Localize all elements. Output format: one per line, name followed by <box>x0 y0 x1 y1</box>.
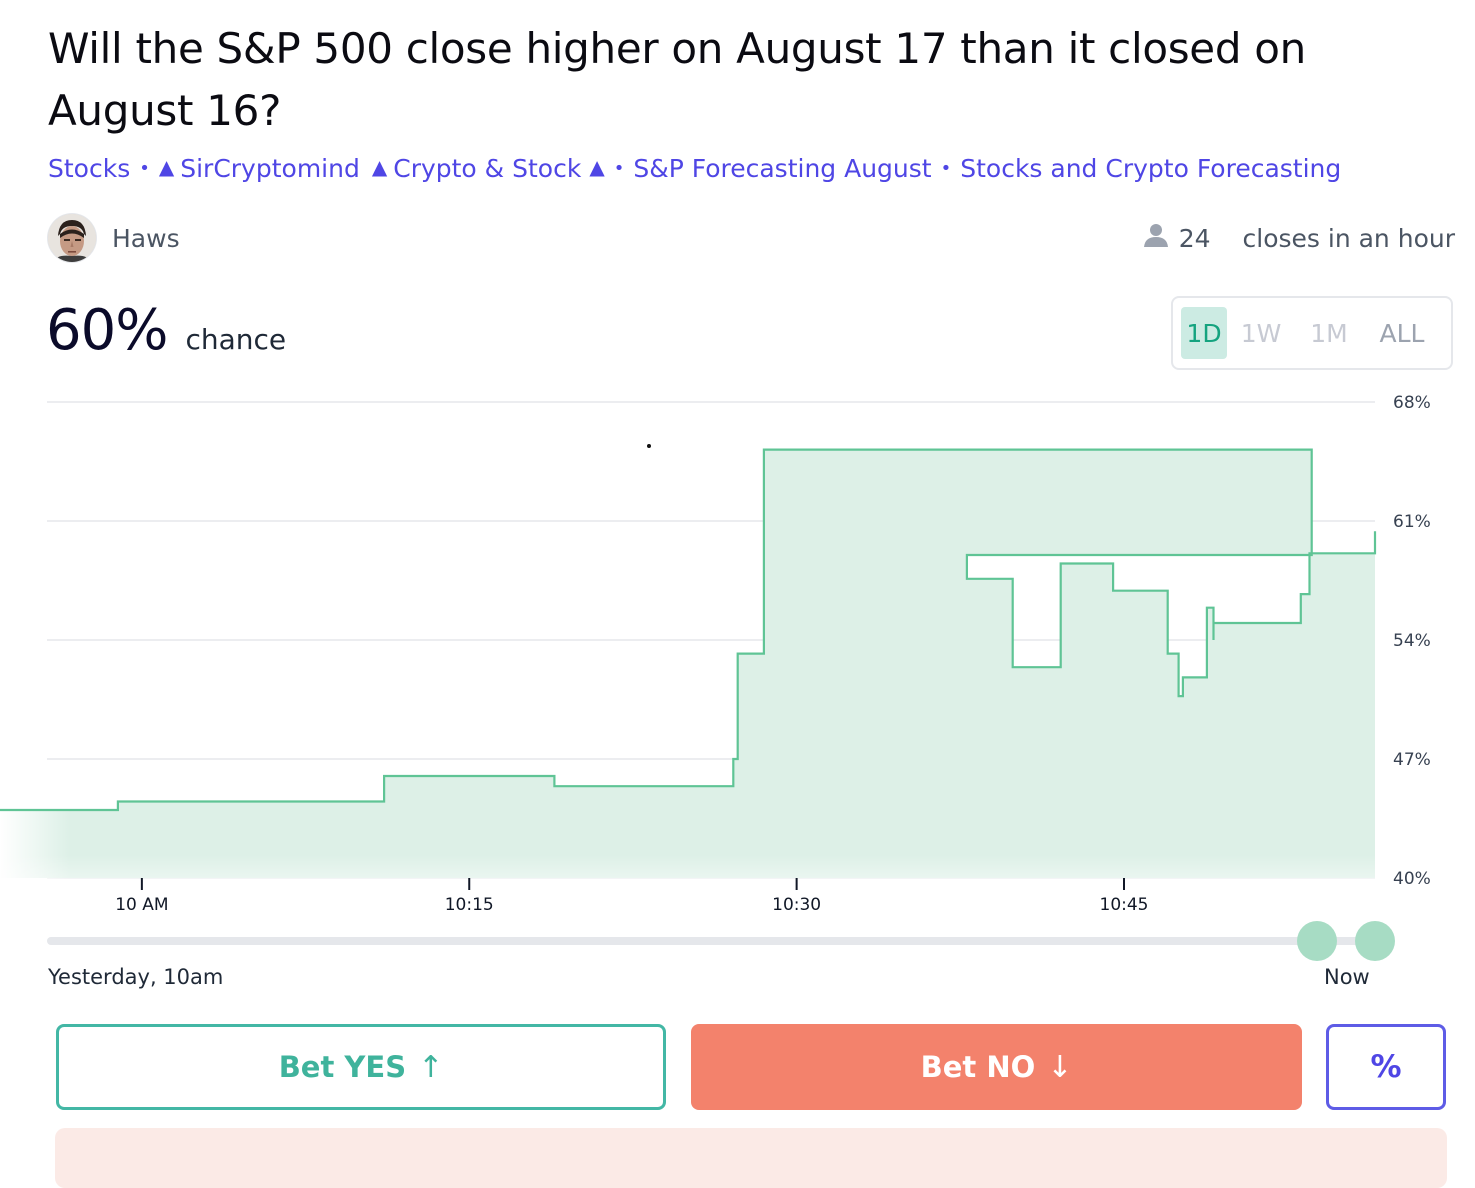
tag-sp-forecasting-august[interactable]: S&P Forecasting August <box>633 153 932 183</box>
x-tick-label: 10:45 <box>1100 895 1149 915</box>
tag-separator: • <box>613 157 625 179</box>
arrow-down-icon: ↓ <box>1047 1049 1073 1085</box>
chart-area <box>0 449 1375 878</box>
y-tick-label: 47% <box>1393 750 1431 770</box>
x-tick-label: 10:30 <box>772 895 821 915</box>
bet-no-button[interactable]: Bet NO ↓ <box>691 1024 1302 1110</box>
creator-name[interactable]: Haws <box>112 223 180 253</box>
bottom-panel <box>55 1128 1447 1188</box>
slider-handle-end[interactable] <box>1355 921 1395 961</box>
percent-toggle-button[interactable]: % <box>1326 1024 1446 1110</box>
triangle-icon: ▲ <box>589 155 605 179</box>
probability-display: 60% chance <box>46 298 286 363</box>
probability-label: chance <box>185 323 287 356</box>
y-tick-label: 61% <box>1393 512 1431 532</box>
trader-count: 24 <box>1178 223 1211 253</box>
time-range-selector: 1D 1W 1M ALL <box>1171 296 1453 370</box>
x-tick-label: 10 AM <box>115 895 168 915</box>
chart-svg[interactable]: 68% 61% 54% 47% 40% 10 AM 10:15 10:30 10:45 <box>0 385 1475 925</box>
range-1m[interactable]: 1M <box>1310 318 1348 348</box>
chart-line <box>0 448 1377 812</box>
tag-crypto-stock[interactable]: Crypto & Stock <box>393 153 582 183</box>
bet-yes-button[interactable]: Bet YES ↑ <box>56 1024 666 1110</box>
market-meta: 24 closes in an hour <box>1143 222 1455 254</box>
tag-separator: • <box>940 157 952 179</box>
close-time: closes in an hour <box>1242 223 1455 253</box>
tag-stocks[interactable]: Stocks <box>48 153 131 183</box>
tag-separator: • <box>139 157 150 179</box>
tag-list: Stocks • ▲ SirCryptomind ▲ Crypto & Stoc… <box>48 151 1341 185</box>
y-tick-label: 68% <box>1393 393 1431 413</box>
triangle-icon: ▲ <box>158 155 175 179</box>
time-slider-track[interactable] <box>47 937 1377 945</box>
slider-start-label: Yesterday, 10am <box>48 965 224 989</box>
probability-value: 60% <box>46 298 168 363</box>
avatar[interactable] <box>48 214 96 262</box>
user-icon <box>1143 222 1169 254</box>
chart-fade-bottom <box>0 855 1380 915</box>
y-tick-label: 54% <box>1393 631 1431 651</box>
range-1d[interactable]: 1D <box>1181 307 1227 359</box>
bet-no-label: Bet NO <box>920 1050 1036 1084</box>
stray-dot <box>647 444 651 448</box>
range-all[interactable]: ALL <box>1379 318 1425 348</box>
creator-info[interactable]: Haws <box>48 214 180 262</box>
tag-sircryptomind[interactable]: SirCryptomind <box>180 153 360 183</box>
arrow-up-icon: ↑ <box>418 1049 444 1085</box>
triangle-icon: ▲ <box>371 155 388 179</box>
probability-chart[interactable]: 68% 61% 54% 47% 40% 10 AM 10:15 10:30 10:45 <box>0 385 1475 925</box>
percent-label: % <box>1370 1049 1402 1085</box>
slider-handle-start[interactable] <box>1297 921 1337 961</box>
x-tick-label: 10:15 <box>445 895 494 915</box>
tag-stocks-crypto-forecasting[interactable]: Stocks and Crypto Forecasting <box>960 153 1342 183</box>
range-1w[interactable]: 1W <box>1240 318 1282 348</box>
market-title: Will the S&P 500 close higher on August … <box>48 24 1306 135</box>
y-tick-label: 40% <box>1393 869 1431 889</box>
slider-end-label: Now <box>1324 965 1370 989</box>
bet-yes-label: Bet YES <box>278 1050 407 1084</box>
